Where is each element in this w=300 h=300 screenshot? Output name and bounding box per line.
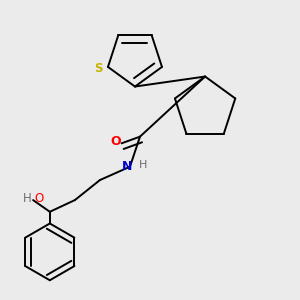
Text: S: S: [94, 62, 103, 75]
Text: H: H: [139, 160, 147, 170]
Text: N: N: [122, 160, 132, 173]
Text: O: O: [110, 135, 121, 148]
Text: O: O: [34, 192, 44, 205]
Text: H: H: [23, 192, 32, 205]
